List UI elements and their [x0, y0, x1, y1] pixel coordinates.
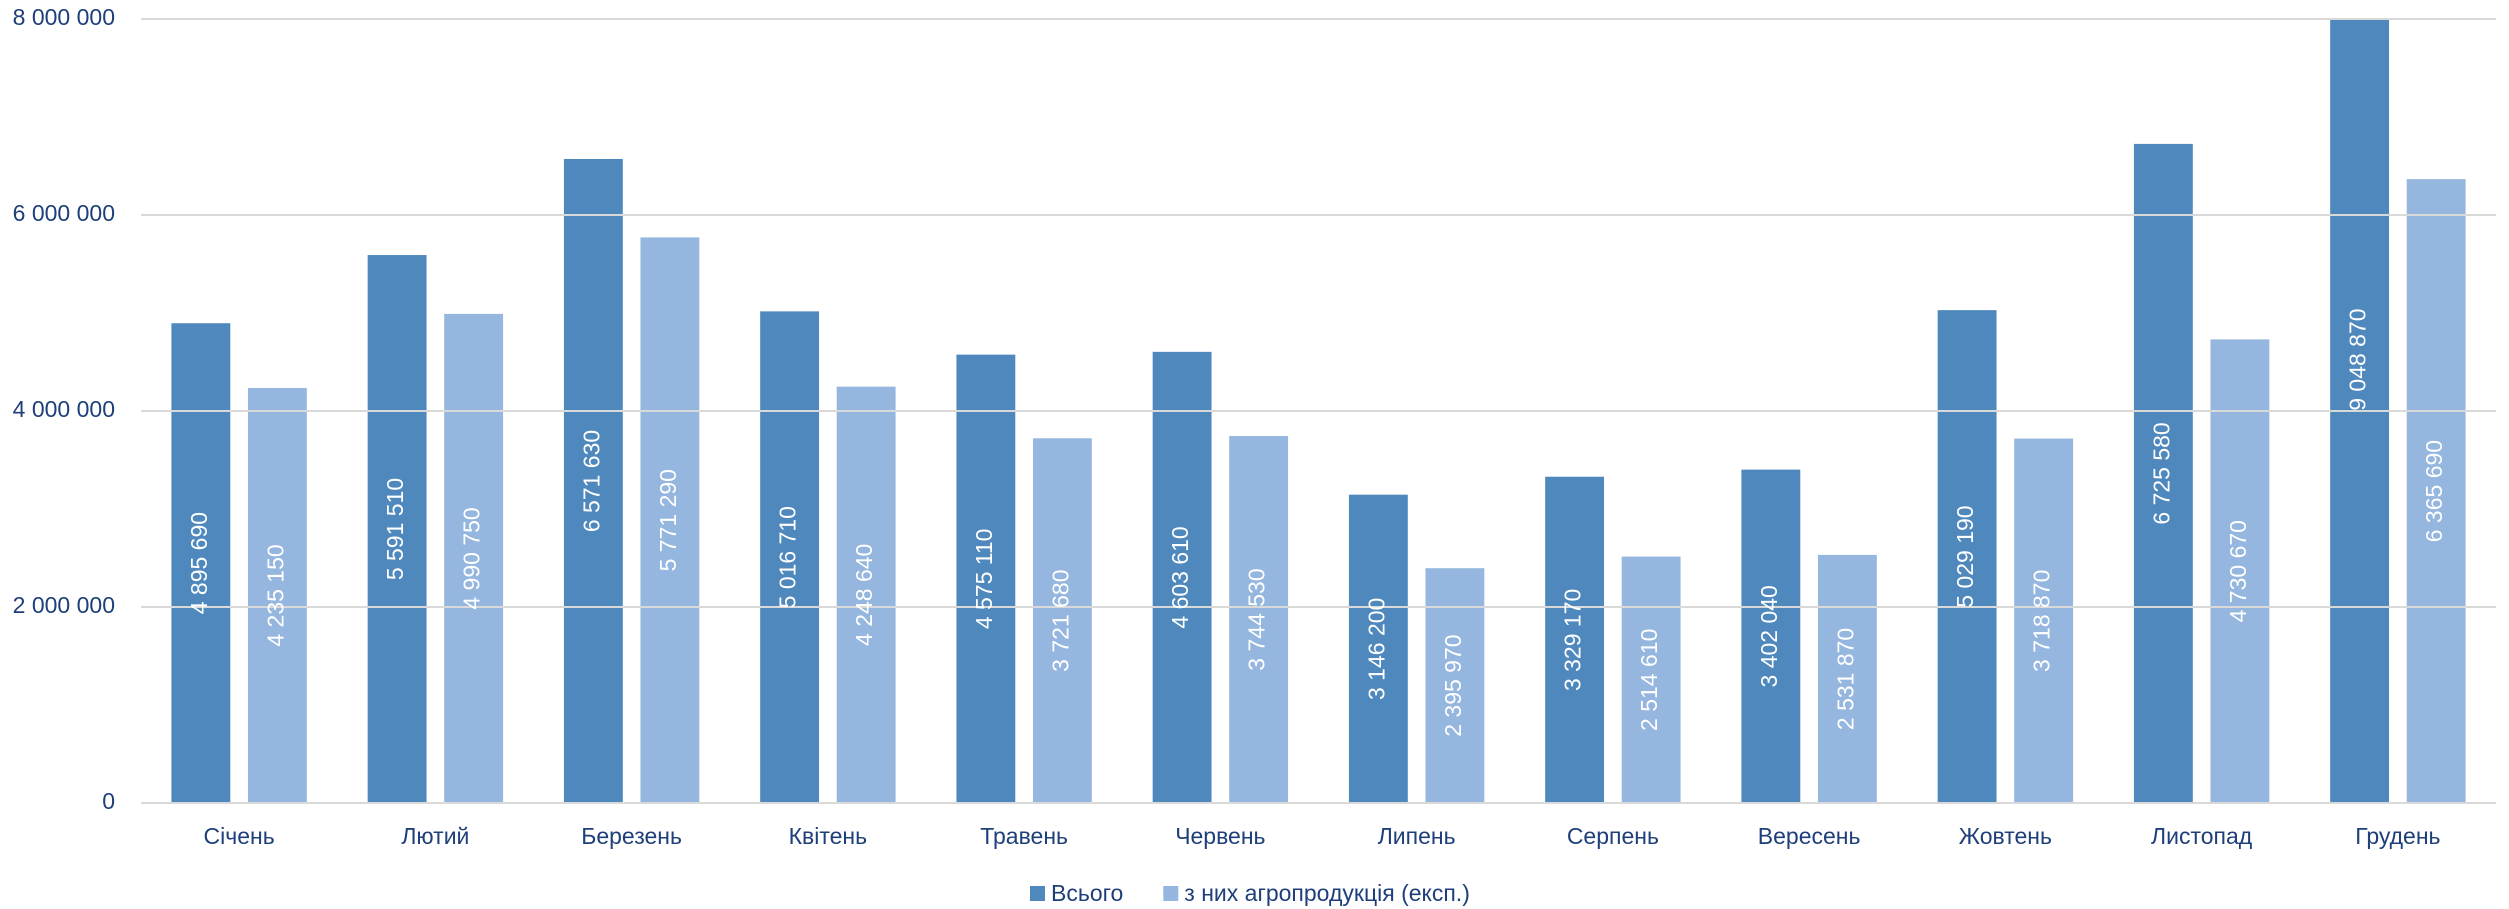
value-label: 2 395 970: [1440, 634, 1466, 736]
legend-label: Всього: [1051, 880, 1123, 906]
bar: [1937, 310, 1997, 803]
value-label: 2 514 610: [1636, 629, 1662, 731]
legend-label: з них агропродукція (експ.): [1184, 880, 1470, 906]
x-tick-label: Грудень: [2355, 823, 2440, 849]
x-tick-label: Січень: [204, 823, 275, 849]
value-label: 4 730 670: [2225, 520, 2251, 622]
bar: [2133, 143, 2193, 803]
value-label: 4 990 750: [459, 507, 485, 609]
y-tick-label: 0: [102, 788, 115, 814]
bar: [367, 255, 427, 804]
x-tick-label: Серпень: [1567, 823, 1659, 849]
value-label: 6 725 580: [2148, 422, 2174, 524]
x-tick-label: Вересень: [1758, 823, 1861, 849]
bar: [640, 237, 700, 803]
value-label: 3 718 870: [2029, 570, 2055, 672]
bar: [444, 313, 504, 803]
value-label: 5 591 510: [382, 478, 408, 580]
plot-area: [171, 19, 2466, 804]
x-tick-label: Березень: [581, 823, 682, 849]
value-label: 5 029 190: [1952, 505, 1978, 607]
value-label: 9 048 870: [2345, 308, 2371, 410]
bar: [2014, 438, 2074, 803]
value-label: 4 248 640: [851, 544, 877, 646]
bar: [1032, 438, 1092, 803]
bar: [1152, 351, 1212, 803]
value-label: 5 016 710: [775, 506, 801, 608]
y-tick-label: 2 000 000: [13, 592, 115, 618]
x-tick-label: Липень: [1378, 823, 1456, 849]
bar: [2406, 179, 2466, 804]
bar: [1817, 554, 1877, 803]
bar: [1741, 469, 1801, 803]
x-tick-label: Травень: [980, 823, 1068, 849]
legend-swatch: [1163, 886, 1179, 901]
bar: [836, 386, 896, 803]
x-tick-label: Лютий: [401, 823, 469, 849]
value-label: 6 571 630: [578, 430, 604, 532]
legend-swatch: [1030, 886, 1045, 901]
x-tick-label: Квітень: [789, 823, 867, 849]
value-label: 2 531 870: [1832, 628, 1858, 730]
bar: [1229, 436, 1289, 803]
value-label: 3 329 170: [1560, 589, 1586, 691]
value-label: 6 365 690: [2421, 440, 2447, 542]
y-tick-label: 6 000 000: [13, 200, 115, 226]
x-tick-label: Червень: [1175, 823, 1265, 849]
bar: [1545, 476, 1605, 803]
bar: [956, 354, 1016, 803]
value-label: 3 146 200: [1363, 598, 1389, 700]
x-tick-label: Жовтень: [1959, 823, 2052, 849]
bar: [247, 387, 307, 803]
value-label: 3 402 040: [1756, 585, 1782, 687]
x-tick-label: Листопад: [2151, 823, 2253, 849]
value-label: 3 744 530: [1244, 568, 1270, 670]
bar: [1621, 556, 1681, 803]
value-label: 4 235 150: [262, 544, 288, 646]
bar: [563, 158, 623, 804]
value-label: 4 603 610: [1167, 526, 1193, 628]
value-label: 3 721 680: [1047, 569, 1073, 671]
y-tick-label: 4 000 000: [13, 396, 115, 422]
y-tick-label: 8 000 000: [13, 4, 115, 30]
bar: [2210, 339, 2270, 803]
value-label: 4 895 690: [186, 512, 212, 614]
bar: [760, 311, 820, 803]
value-label: 4 575 110: [971, 529, 997, 630]
bar: [171, 323, 231, 803]
value-label: 5 771 290: [655, 469, 681, 571]
bar: [1348, 494, 1408, 803]
